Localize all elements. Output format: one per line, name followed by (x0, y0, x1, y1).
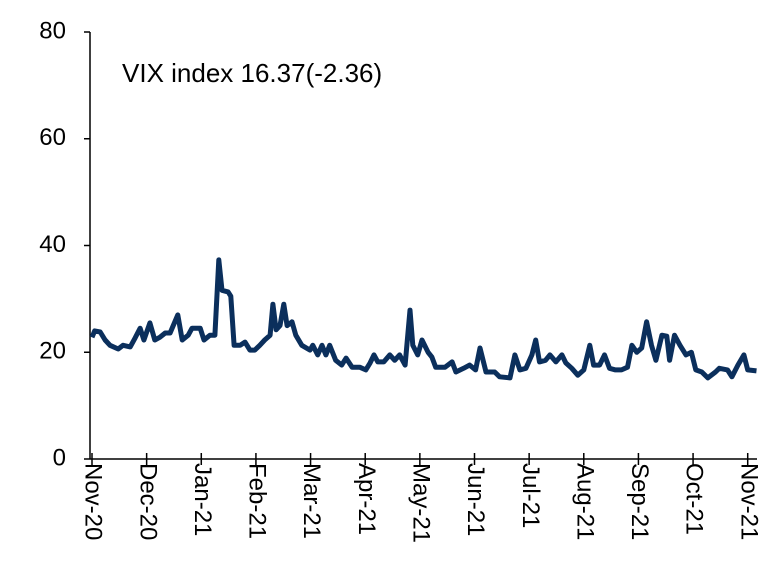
x-tick-label: Sep-21 (626, 463, 653, 540)
annotation: VIX index 16.37(-2.36) (122, 58, 382, 88)
y-tick-label: 20 (39, 338, 66, 365)
y-tick-label: 60 (39, 124, 66, 151)
x-tick-label: Aug-21 (571, 463, 598, 540)
x-tick-label: Mar-21 (298, 463, 325, 539)
x-tick-label: Feb-21 (244, 463, 271, 539)
x-tick-label: Apr-21 (353, 463, 380, 535)
vix-line (89, 257, 757, 381)
y-tick-label: 40 (39, 231, 66, 258)
y-tick-label: 0 (53, 444, 66, 471)
x-tick-label: Dec-20 (134, 463, 161, 540)
x-tick-label: Nov-21 (735, 463, 759, 540)
x-tick-label: Nov-20 (80, 463, 107, 540)
x-tick-label: Jan-21 (189, 463, 216, 536)
x-tick-label: Jun-21 (462, 463, 489, 536)
x-tick-label: Jul-21 (517, 463, 544, 528)
x-tick-label: Oct-21 (681, 463, 708, 535)
y-tick-label: 80 (39, 17, 66, 44)
x-tick-label: May-21 (408, 463, 435, 543)
